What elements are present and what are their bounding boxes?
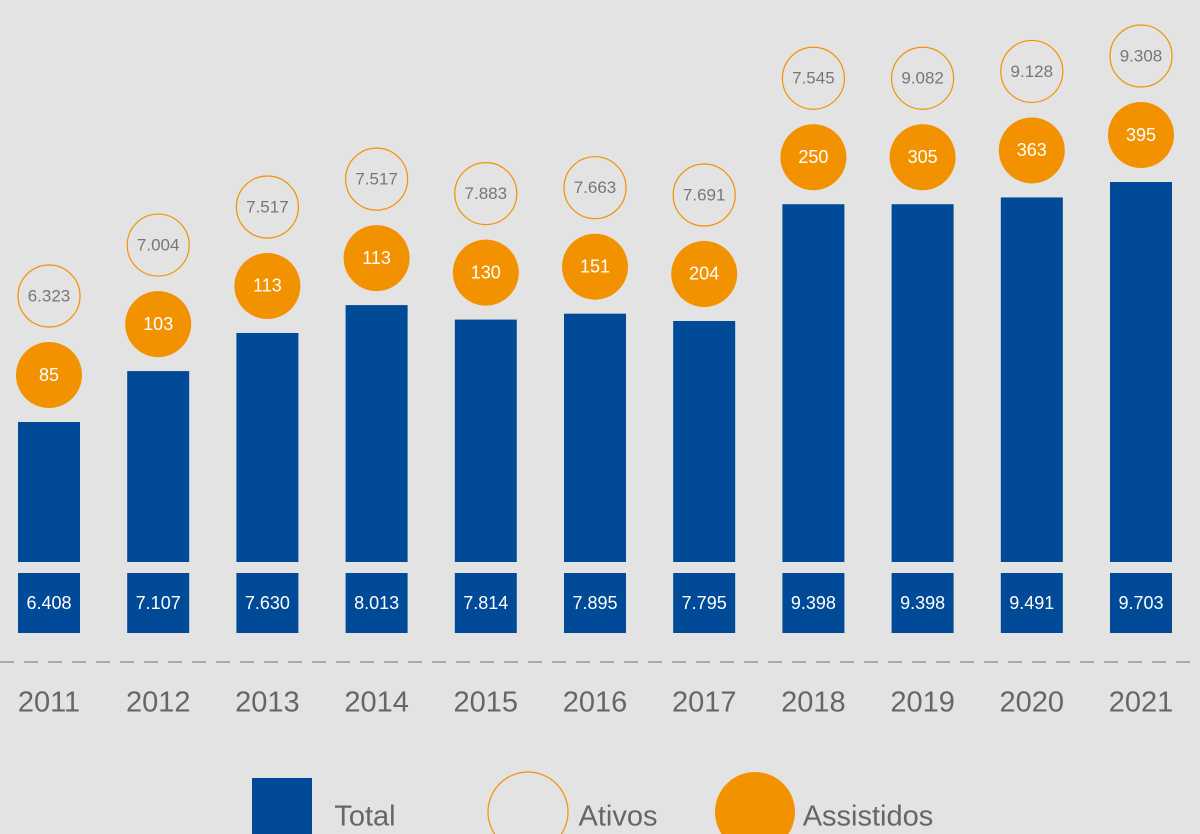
ativos-label: 7.004 (137, 236, 180, 255)
assistidos-label: 130 (471, 262, 501, 282)
x-tick-label: 2021 (1109, 687, 1174, 719)
value-box (345, 573, 408, 633)
bar-value-label: 7.895 (572, 593, 617, 613)
value-box (454, 573, 517, 633)
ativos-label: 9.308 (1120, 46, 1163, 65)
assistidos-label: 305 (908, 147, 938, 167)
ativos-circle (890, 46, 955, 110)
value-box (18, 573, 80, 633)
assistidos-label: 363 (1017, 140, 1047, 160)
x-tick-label: 2019 (890, 687, 955, 719)
bar (564, 313, 626, 562)
x-tick-label: 2020 (1000, 687, 1065, 719)
ativos-circle (126, 213, 190, 277)
assistidos-label: 395 (1126, 125, 1156, 145)
ativos-label: 7.663 (574, 178, 617, 197)
ativos-circle (563, 156, 627, 220)
bar (127, 371, 190, 562)
assistidos-circle (125, 291, 192, 358)
bar (673, 320, 736, 562)
bar (1110, 182, 1172, 562)
assistidos-label: 113 (362, 248, 391, 268)
ativos-circle (454, 161, 518, 226)
assistidos-circle (234, 252, 301, 319)
bar-value-label: 7.107 (136, 593, 181, 613)
assistidos-label: 85 (39, 365, 59, 385)
bar-value-label: 8.013 (354, 593, 399, 613)
assistidos-circle (562, 233, 628, 300)
ativos-circle (235, 175, 299, 239)
bar-value-label: 9.491 (1009, 593, 1054, 613)
bar (782, 204, 845, 562)
bar (18, 422, 80, 562)
assistidos-circle (889, 124, 956, 191)
ativos-label: 7.545 (792, 69, 835, 88)
bar (1000, 197, 1063, 562)
x-tick-label: 2015 (454, 687, 519, 719)
ativos-label: 9.128 (1011, 62, 1054, 81)
value-box (673, 573, 736, 633)
assistidos-label: 103 (143, 314, 173, 334)
ativos-circle (781, 46, 846, 110)
legend-label: Ativos (579, 801, 658, 833)
legend-swatch (715, 772, 795, 834)
assistidos-circle (343, 225, 410, 292)
legend-swatch (487, 771, 569, 834)
x-tick-label: 2016 (563, 687, 628, 719)
assistidos-label: 204 (689, 264, 719, 284)
bar (891, 204, 954, 562)
ativos-circle (1109, 24, 1173, 88)
x-tick-label: 2012 (126, 687, 191, 719)
value-box (1110, 573, 1172, 633)
bar (454, 319, 517, 562)
legend-label: Assistidos (803, 801, 934, 833)
bar (345, 305, 408, 562)
x-tick-label: 2014 (344, 687, 409, 719)
assistidos-circle (452, 239, 519, 306)
bar-value-label: 6.408 (26, 593, 71, 613)
ativos-label: 9.082 (901, 69, 944, 88)
ativos-circle (17, 264, 81, 328)
bar-value-label: 7.814 (463, 593, 508, 613)
assistidos-label: 113 (253, 276, 282, 296)
assistidos-circle (16, 342, 82, 408)
bar-value-label: 9.398 (791, 593, 836, 613)
x-tick-label: 2017 (672, 687, 737, 719)
value-box (1000, 573, 1063, 633)
value-box (564, 573, 626, 633)
x-tick-label: 2013 (235, 687, 300, 719)
assistidos-circle (780, 124, 847, 191)
assistidos-circle (671, 240, 738, 307)
legend-label: Total (334, 801, 395, 833)
ativos-label: 7.691 (683, 185, 726, 204)
assistidos-label: 250 (798, 147, 828, 167)
bar (236, 332, 299, 562)
assistidos-circle (998, 117, 1065, 184)
x-tick-label: 2018 (781, 687, 846, 719)
legend-swatch (252, 778, 312, 834)
ativos-circle (345, 147, 409, 211)
bar-value-label: 9.398 (900, 593, 945, 613)
bar-value-label: 7.795 (682, 593, 727, 613)
ativos-label: 6.323 (28, 286, 71, 305)
value-box (891, 573, 954, 633)
ativos-circle (672, 163, 736, 227)
bar-value-label: 7.630 (245, 593, 290, 613)
ativos-label: 7.517 (246, 197, 289, 216)
assistidos-label: 151 (580, 256, 610, 276)
ativos-circle (1000, 39, 1064, 104)
value-box (782, 573, 845, 633)
bar-value-label: 9.703 (1118, 593, 1163, 613)
value-box (236, 573, 299, 633)
value-box (127, 573, 190, 633)
x-tick-label: 2011 (18, 687, 80, 719)
ativos-label: 7.883 (465, 184, 508, 203)
assistidos-circle (1108, 102, 1174, 168)
ativos-label: 7.517 (355, 170, 398, 189)
